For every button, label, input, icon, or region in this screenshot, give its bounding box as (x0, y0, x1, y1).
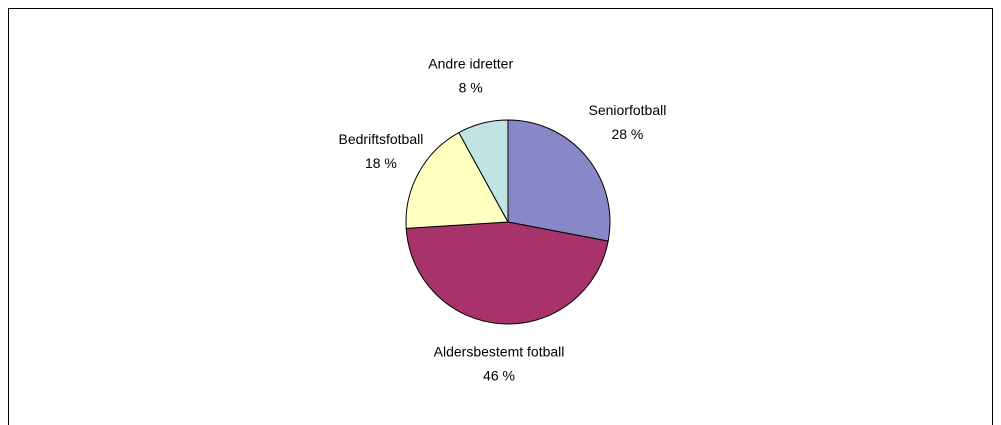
pie-slice (405, 131, 509, 229)
slice-label: Seniorfotball (589, 102, 667, 118)
slice-label: Andre idretter (428, 55, 513, 71)
pie-slice (405, 221, 609, 325)
pie-slice (507, 119, 611, 242)
slice-value-label: 18 % (365, 155, 397, 171)
slice-value-label: 46 % (483, 367, 515, 383)
slice-value-label: 8 % (459, 79, 483, 95)
slice-label: Bedriftsfotball (339, 131, 424, 147)
pie-slice (458, 119, 509, 223)
slice-value-label: 28 % (611, 126, 643, 142)
slice-label: Aldersbestemt fotball (434, 343, 565, 359)
